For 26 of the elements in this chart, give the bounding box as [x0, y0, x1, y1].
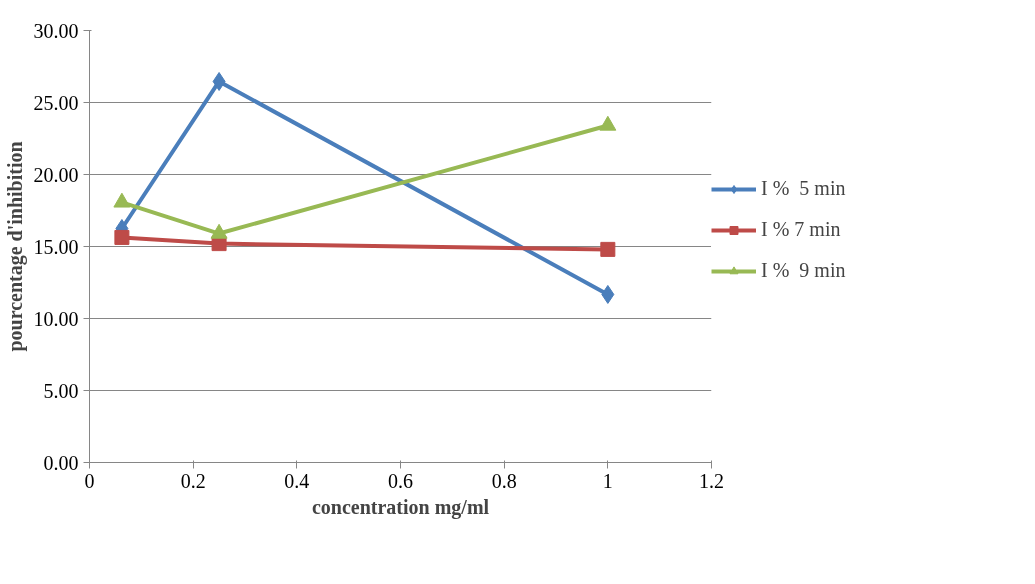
- point: [210, 223, 228, 239]
- point: [113, 192, 131, 208]
- y-tick-label: 30.00: [33, 19, 79, 42]
- y-axis-title: pourcentage d'inhibition: [3, 141, 27, 352]
- x-tick-label: 0.2: [180, 469, 206, 492]
- x-axis-title: concentration mg/ml: [311, 495, 490, 519]
- y-tick-label: 20.00: [33, 163, 79, 186]
- x-tick-label: 0.6: [388, 469, 413, 492]
- legend-label: I % 7 min: [761, 218, 841, 241]
- point: [600, 241, 616, 257]
- x-tick-label: 1.2: [699, 469, 724, 492]
- point: [212, 71, 226, 91]
- legend-label: I % 5 min: [761, 177, 846, 200]
- y-tick-label: 25.00: [33, 91, 79, 114]
- y-tick-label: 5.00: [43, 379, 79, 402]
- x-tick-label: 0.4: [284, 469, 310, 492]
- point: [601, 284, 615, 304]
- legend-label: I % 9 min: [761, 259, 846, 282]
- point: [599, 115, 617, 131]
- y-tick-label: 10.00: [33, 307, 79, 330]
- x-tick-label: 0: [84, 469, 95, 492]
- y-tick-label: 15.00: [33, 235, 79, 258]
- y-tick-label: 0.00: [43, 451, 79, 474]
- x-tick-label: 0.8: [491, 469, 517, 492]
- point: [114, 229, 130, 245]
- x-tick-label: 1: [602, 469, 613, 492]
